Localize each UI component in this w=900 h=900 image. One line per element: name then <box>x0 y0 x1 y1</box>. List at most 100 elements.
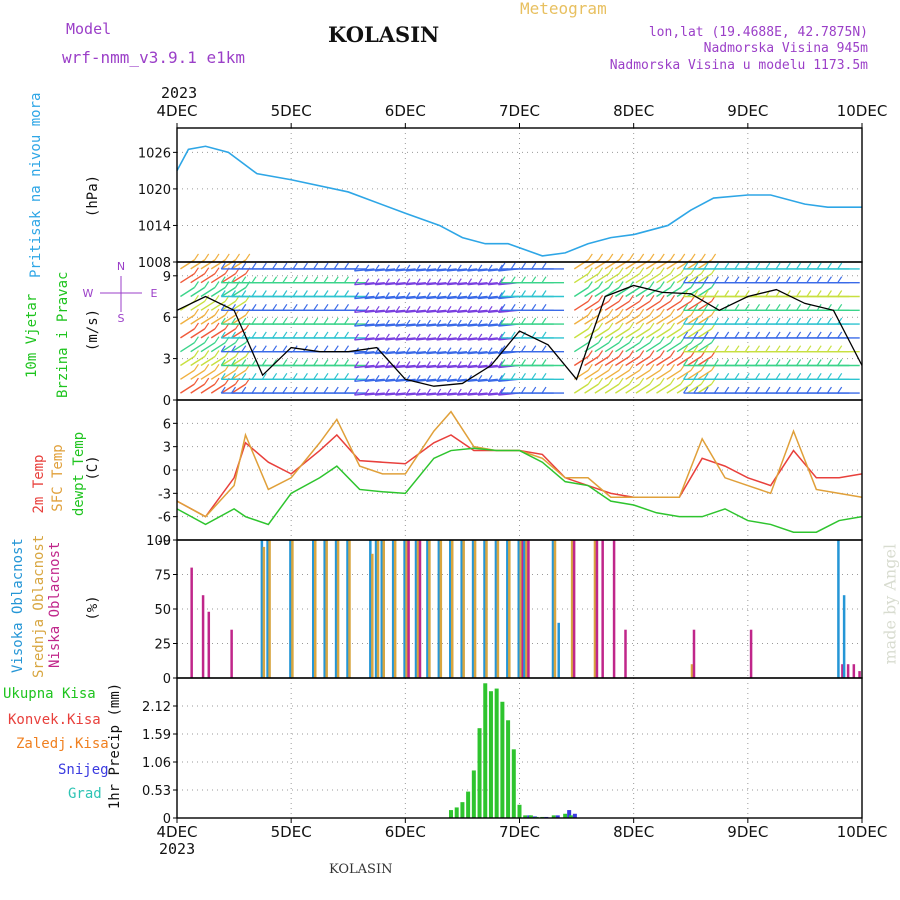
wind-barb-tick <box>395 388 401 396</box>
wind-barb-tick <box>436 374 442 382</box>
wind-barb-tick <box>510 359 516 366</box>
wind-barb-tick <box>744 372 750 380</box>
x-tick-label-bottom: 9DEC <box>727 823 768 841</box>
wind-barb-tick <box>241 262 247 270</box>
wind-barb-tick <box>323 359 329 366</box>
wind-barb <box>200 286 216 298</box>
wind-barb-tick <box>292 262 298 270</box>
wind-barb <box>697 355 712 367</box>
cloud-mid-bar <box>291 540 294 678</box>
pressure-tick-label: 1008 <box>138 256 171 271</box>
wind-barb <box>385 323 406 327</box>
wind-barb <box>697 383 712 394</box>
wind-barb <box>231 369 247 380</box>
wind-barb-tick <box>220 317 226 325</box>
wind-barb-tick <box>354 305 360 313</box>
wind-barb-tick <box>755 331 761 339</box>
wind-barb <box>190 355 206 367</box>
wind-barb <box>635 355 651 367</box>
elevation-label: Nadmorska Visina 945m <box>703 41 868 56</box>
wind-barb <box>573 300 589 311</box>
wind-barb-tick <box>282 262 288 270</box>
wind-barb-tick <box>608 336 614 344</box>
wind-barb <box>405 392 426 396</box>
wind-barb <box>210 314 226 325</box>
precip-tick-label: 1.59 <box>142 728 171 743</box>
wind-barb <box>573 342 589 353</box>
cloud-tick-label: 75 <box>154 569 171 584</box>
wind-barb <box>656 314 671 325</box>
cloud-mid-bar <box>593 540 597 678</box>
wind-barb-tick <box>477 361 483 368</box>
wind-barb-tick <box>436 278 442 286</box>
wind-barb-tick <box>587 267 593 275</box>
cloud-mid-bar <box>314 540 317 678</box>
wind-barb-tick <box>659 253 665 261</box>
wind-barb-tick <box>214 377 220 385</box>
cloud-high-bar <box>837 540 840 678</box>
wind-barb-tick <box>683 317 689 325</box>
wind-barb <box>625 286 641 298</box>
cloud-mid-bar <box>416 540 420 678</box>
wind-barb <box>666 355 682 367</box>
wind-barb-tick <box>204 350 210 357</box>
temp-tick-label: -6 <box>158 511 171 526</box>
precip-total-bar <box>483 683 488 818</box>
wind-speed-line <box>176 284 863 387</box>
wind-barb-tick <box>261 345 267 353</box>
wind-barb-tick <box>344 386 350 394</box>
wind-barb-tick <box>806 359 812 366</box>
wind-barb <box>625 314 641 325</box>
wind-barb-tick <box>500 386 506 394</box>
wind-barb <box>686 314 702 325</box>
wind-barb-tick <box>456 278 462 286</box>
wind-barb-tick <box>806 276 812 284</box>
wind-barb-tick <box>241 303 247 311</box>
wind-barb-tick <box>384 264 390 272</box>
wind-barb <box>395 392 416 396</box>
wind-barb <box>604 328 620 339</box>
wind-barb-tick <box>292 303 298 311</box>
wind-barb-tick <box>344 359 350 366</box>
wind-barb-tick <box>405 305 411 313</box>
wind-barb-tick <box>510 331 516 339</box>
wind-barb-tick <box>734 331 740 339</box>
cloud-high-bar <box>289 540 292 678</box>
wind-barb <box>686 355 702 367</box>
wind-barb <box>210 355 226 367</box>
wind-barb-tick <box>446 333 452 341</box>
wind-barb-tick <box>734 345 740 353</box>
wind-barb-tick <box>775 317 781 325</box>
wind-barb <box>666 300 682 311</box>
wind-barb <box>615 314 630 325</box>
wind-barb <box>190 273 206 284</box>
wind-barb <box>656 355 671 367</box>
wind-barb-tick <box>220 372 226 380</box>
wind-barb <box>385 309 406 313</box>
wind-barb-tick <box>608 281 614 288</box>
wind-barb-tick <box>220 359 226 366</box>
wind-barb <box>457 295 478 300</box>
wind-barb-tick <box>826 331 832 339</box>
wind-barb-tick <box>713 372 719 380</box>
wind-barb <box>180 286 195 298</box>
wind-barb-tick <box>467 305 473 313</box>
wind-barb-tick <box>467 333 473 341</box>
wind-barb <box>385 337 406 341</box>
wind-barb <box>666 383 682 394</box>
x-tick-label-bottom: 10DEC <box>837 823 888 841</box>
wind-barb-tick <box>261 359 267 366</box>
wind-barb <box>584 286 599 298</box>
wind-barb <box>395 337 416 341</box>
wind-barb-tick <box>364 319 370 327</box>
precip-total-bar <box>500 701 505 818</box>
wind-barb <box>467 364 488 369</box>
wind-barb <box>645 286 661 298</box>
wind-barb <box>210 328 226 339</box>
cloud-mid-bar <box>570 540 574 678</box>
wind-barb <box>457 309 478 313</box>
wind-barb <box>416 392 437 396</box>
wind-barb <box>615 286 630 298</box>
wind-barb <box>374 268 396 272</box>
cloud-low-bar <box>841 664 844 678</box>
